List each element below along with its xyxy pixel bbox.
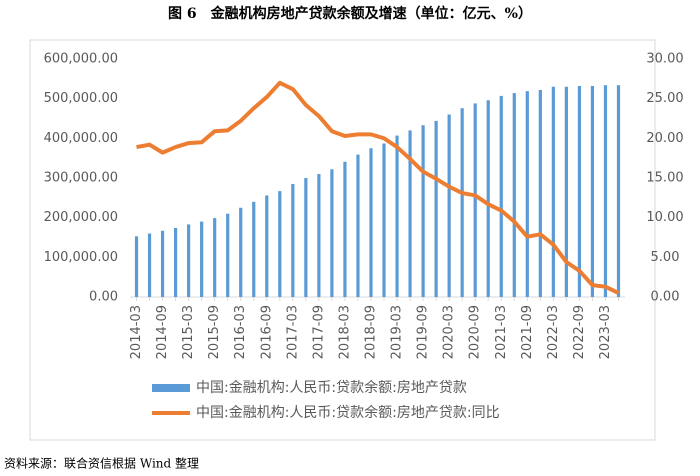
x-tick-label: 2018-03 xyxy=(337,305,352,359)
y2-tick-label: 5.00 xyxy=(651,250,680,265)
x-tick-label: 2021-03 xyxy=(494,305,509,359)
bar xyxy=(226,213,230,297)
y-tick-label: 0.00 xyxy=(89,290,118,305)
y-tick-label: 500,000.00 xyxy=(44,91,118,106)
bar xyxy=(304,178,308,297)
bar xyxy=(512,93,516,297)
y2-tick-label: 20.00 xyxy=(646,131,683,146)
bar xyxy=(187,224,191,297)
chart-frame xyxy=(29,39,656,441)
x-tick-label: 2014-09 xyxy=(155,305,170,359)
bar xyxy=(551,86,555,298)
bar xyxy=(356,154,360,297)
x-tick-label: 2015-03 xyxy=(181,305,196,359)
legend-label: 中国:金融机构:人民币:贷款余额:房地产贷款 xyxy=(196,379,467,396)
bar xyxy=(265,195,269,297)
x-tick-label: 2019-09 xyxy=(416,305,431,359)
x-tick-label: 2015-09 xyxy=(207,305,222,359)
x-tick-label: 2022-03 xyxy=(546,305,561,359)
bar xyxy=(616,85,621,298)
bar xyxy=(447,114,451,298)
bar xyxy=(603,85,608,298)
bar xyxy=(134,236,139,297)
bar xyxy=(538,89,542,297)
x-tick-label: 2020-03 xyxy=(442,305,457,359)
x-tick-label: 2016-03 xyxy=(233,305,248,359)
y2-tick-label: 15.00 xyxy=(646,171,683,186)
line xyxy=(136,80,620,295)
bar xyxy=(369,148,373,297)
x-tick-label: 2016-09 xyxy=(259,305,274,359)
bar xyxy=(473,103,477,297)
y2-tick-label: 30.00 xyxy=(646,52,683,67)
bar xyxy=(564,86,568,298)
bar xyxy=(317,174,321,297)
y-tick-label: 300,000.00 xyxy=(44,171,118,186)
bar xyxy=(525,91,529,297)
legend-label: 中国:金融机构:人民币:贷款余额:房地产贷款:同比 xyxy=(196,404,500,421)
bar xyxy=(239,207,243,297)
bar xyxy=(408,130,412,297)
bar xyxy=(160,230,165,297)
bar xyxy=(291,183,295,297)
bar xyxy=(213,218,217,297)
y2-tick-label: 10.00 xyxy=(646,210,683,225)
y-tick-label: 600,000.00 xyxy=(44,52,118,67)
bar xyxy=(460,108,464,297)
y2-tick-label: 0.00 xyxy=(651,290,680,305)
bar xyxy=(173,227,178,297)
x-tick-label: 2018-09 xyxy=(363,305,378,359)
bar xyxy=(252,201,256,297)
y2-tick-label: 25.00 xyxy=(646,91,683,106)
legend-swatch xyxy=(152,384,190,392)
bar xyxy=(499,95,503,297)
bar xyxy=(343,161,347,297)
x-tick-label: 2014-03 xyxy=(129,305,144,359)
x-tick-label: 2022-09 xyxy=(572,305,587,359)
bar xyxy=(278,191,282,297)
bar xyxy=(147,233,152,297)
x-tick-label: 2021-09 xyxy=(520,305,535,359)
y-tick-label: 100,000.00 xyxy=(44,250,118,265)
x-tick-label: 2023-03 xyxy=(598,305,613,359)
bar xyxy=(382,143,386,297)
bar xyxy=(434,120,438,297)
bar xyxy=(395,135,399,297)
source-note: 资料来源：联合资信根据 Wind 整理 xyxy=(4,456,199,471)
y-tick-label: 200,000.00 xyxy=(44,210,118,225)
bar xyxy=(330,169,334,297)
bar xyxy=(590,85,595,298)
bar xyxy=(577,85,582,298)
bar xyxy=(486,100,490,298)
y-tick-label: 400,000.00 xyxy=(44,131,118,146)
x-tick-label: 2017-03 xyxy=(285,305,300,359)
x-tick-label: 2019-03 xyxy=(390,305,405,359)
bar xyxy=(200,221,204,297)
bar xyxy=(421,125,425,297)
chart-title: 图 6 金融机构房地产贷款余额及增速（单位：亿元、%） xyxy=(168,5,532,22)
x-tick-label: 2017-09 xyxy=(311,305,326,359)
x-tick-label: 2020-09 xyxy=(468,305,483,359)
